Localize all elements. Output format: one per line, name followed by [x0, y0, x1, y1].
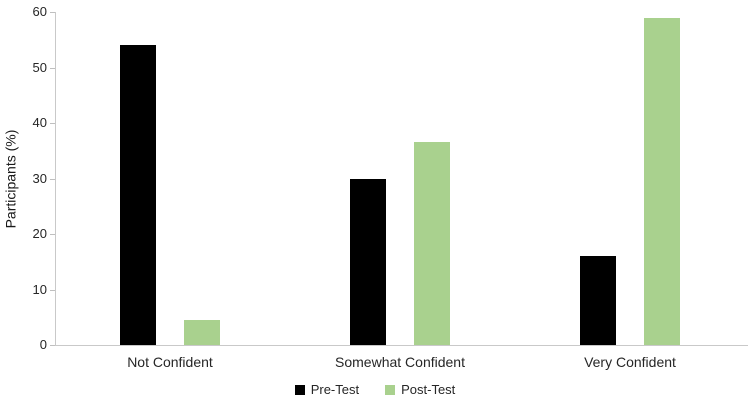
bar-pre-test-somewhat-confident [350, 178, 386, 345]
legend-label-post-test: Post-Test [401, 382, 456, 397]
bar-pre-test-very-confident [580, 256, 616, 345]
legend: Pre-Test Post-Test [0, 382, 750, 397]
y-tick-label: 40 [32, 115, 47, 130]
y-tick-mark [50, 234, 55, 235]
y-tick-mark [50, 345, 55, 346]
y-tick-mark [50, 178, 55, 180]
y-tick-mark [50, 289, 55, 291]
y-tick-label: 20 [32, 226, 47, 241]
y-tick-label: 10 [32, 281, 47, 297]
y-tick-label: 30 [32, 170, 47, 186]
bar-post-test-very-confident [644, 17, 680, 345]
x-category-label: Somewhat Confident [335, 354, 465, 370]
y-tick-mark [50, 123, 55, 124]
x-category-label: Not Confident [127, 354, 213, 370]
y-tick-label: 50 [32, 59, 47, 75]
y-axis-line [55, 12, 56, 346]
legend-swatch-post-test [385, 384, 396, 395]
legend-label-pre-test: Pre-Test [310, 382, 360, 397]
legend-item-post-test: Post-Test [385, 382, 455, 397]
x-axis-line [55, 345, 748, 346]
bar-post-test-not-confident [184, 320, 220, 345]
y-tick-mark [50, 67, 55, 69]
y-tick-mark [50, 12, 55, 13]
legend-swatch-pre-test [294, 384, 305, 395]
bar-post-test-somewhat-confident [414, 142, 450, 345]
y-tick-label: 60 [32, 4, 47, 19]
x-category-label: Very Confident [584, 354, 676, 370]
bar-pre-test-not-confident [120, 45, 156, 345]
y-tick-label: 0 [39, 337, 47, 352]
legend-item-pre-test: Pre-Test [294, 382, 360, 397]
